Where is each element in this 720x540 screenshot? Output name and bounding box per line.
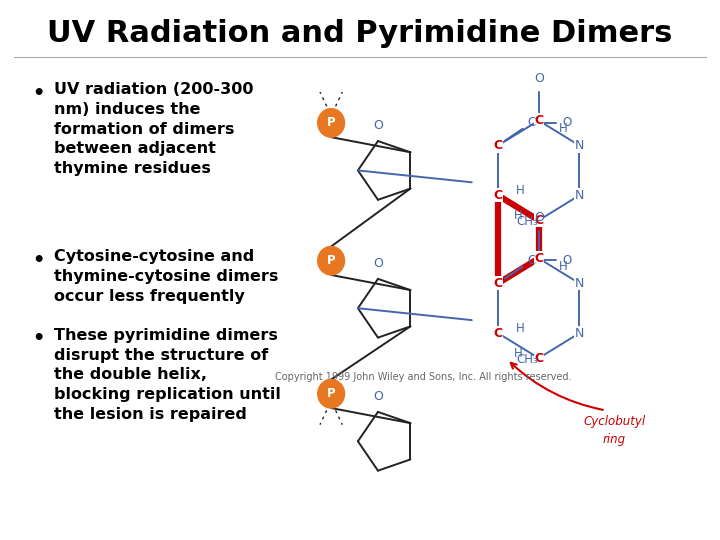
Text: C: C	[528, 116, 536, 129]
Circle shape	[318, 109, 344, 137]
Text: N: N	[575, 277, 584, 290]
Text: O: O	[373, 257, 383, 271]
Text: C: C	[493, 327, 503, 340]
Text: H: H	[516, 184, 525, 197]
Text: C: C	[534, 214, 544, 227]
Text: C: C	[534, 252, 544, 265]
Text: H: H	[559, 123, 568, 136]
Text: C: C	[534, 114, 544, 127]
Text: N: N	[575, 139, 584, 152]
Circle shape	[318, 246, 344, 275]
Circle shape	[318, 380, 344, 408]
Text: C: C	[493, 189, 503, 202]
Text: •: •	[32, 329, 45, 348]
Text: UV radiation (200-300
nm) induces the
formation of dimers
between adjacent
thymi: UV radiation (200-300 nm) induces the fo…	[54, 82, 253, 176]
Text: O: O	[373, 390, 383, 403]
Text: ring: ring	[603, 433, 626, 446]
Text: C: C	[534, 352, 544, 365]
Text: H: H	[559, 260, 568, 273]
Text: P: P	[327, 117, 336, 130]
Text: O: O	[373, 119, 383, 132]
Text: C: C	[493, 139, 503, 152]
Text: •: •	[32, 251, 45, 270]
Text: •: •	[32, 84, 45, 103]
Text: P: P	[327, 254, 336, 267]
Text: CH₃: CH₃	[516, 215, 538, 228]
Text: Cyclobutyl: Cyclobutyl	[583, 415, 646, 428]
Text: O: O	[534, 211, 544, 224]
Text: O: O	[562, 116, 572, 129]
Text: C: C	[493, 277, 503, 290]
Text: H: H	[514, 209, 523, 222]
Text: Cytosine-cytosine and
thymine-cytosine dimers
occur less frequently: Cytosine-cytosine and thymine-cytosine d…	[54, 249, 279, 304]
Text: Copyright 1999 John Wiley and Sons, Inc. All rights reserved.: Copyright 1999 John Wiley and Sons, Inc.…	[275, 372, 572, 382]
Text: C: C	[528, 254, 536, 267]
Text: CH₃: CH₃	[516, 353, 538, 366]
Text: O: O	[562, 254, 572, 267]
Text: N: N	[575, 327, 584, 340]
Text: H: H	[514, 347, 523, 360]
Text: O: O	[534, 72, 544, 85]
Text: P: P	[327, 387, 336, 400]
Text: N: N	[575, 189, 584, 202]
Text: H: H	[516, 322, 525, 335]
Text: These pyrimidine dimers
disrupt the structure of
the double helix,
blocking repl: These pyrimidine dimers disrupt the stru…	[54, 328, 281, 422]
Text: UV Radiation and Pyrimidine Dimers: UV Radiation and Pyrimidine Dimers	[48, 19, 672, 48]
